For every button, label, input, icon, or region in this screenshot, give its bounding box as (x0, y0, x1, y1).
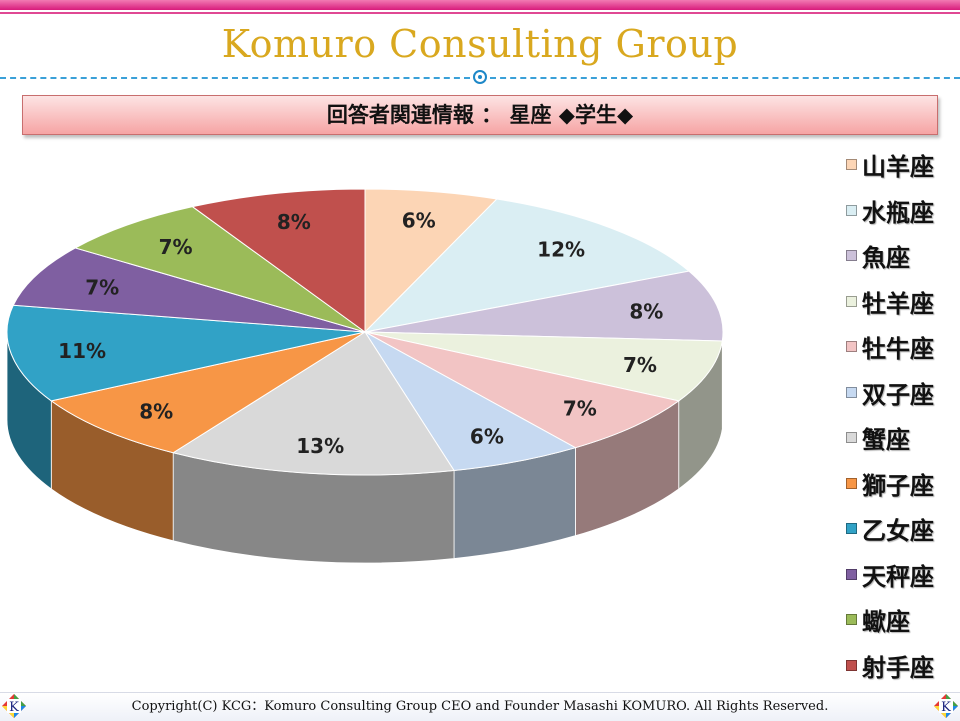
footer: Copyright(C) KCG：Komuro Consulting Group… (0, 692, 960, 721)
legend-label: 牡牛座 (862, 335, 934, 364)
pie-slice-3 (364, 270, 724, 342)
legend-swatch (846, 477, 857, 489)
pie-slice-5 (364, 331, 680, 449)
pie-label-8: 8% (139, 399, 173, 423)
legend-swatch (846, 204, 857, 216)
pie-label-2: 12% (537, 238, 585, 262)
kcg-logo-icon-left: K (2, 694, 26, 718)
pie-chart: 6% 12% 8% 7% 7% 6% 13% 8% 11% 7% 7% 8% (6, 188, 724, 564)
pie-slice-11 (74, 206, 366, 333)
legend-swatch (846, 659, 857, 671)
legend-swatch (846, 250, 857, 262)
legend-swatch (846, 432, 857, 444)
legend-item: 双子座 (846, 370, 960, 416)
pie-label-7: 13% (296, 434, 344, 458)
legend-swatch (846, 159, 857, 171)
pie-slice-7 (171, 331, 455, 476)
legend-item: 水瓶座 (846, 188, 960, 234)
legend-item: 山羊座 (846, 142, 960, 188)
legend-label: 獅子座 (862, 471, 934, 500)
pie-label-11: 7% (159, 235, 193, 259)
legend-label: 蠍座 (862, 608, 910, 637)
legend-item: 獅子座 (846, 461, 960, 507)
legend-item: 魚座 (846, 233, 960, 279)
kcg-logo-letter-right: K (941, 700, 951, 715)
kcg-logo-letter-left: K (9, 700, 19, 715)
legend-label: 乙女座 (862, 517, 934, 546)
legend-item: 射手座 (846, 643, 960, 689)
legend-swatch (846, 568, 857, 580)
top-accent-bar (0, 0, 960, 10)
legend-label: 水瓶座 (862, 198, 934, 227)
legend-label: 蟹座 (862, 426, 910, 455)
pie-label-4: 7% (623, 353, 657, 377)
slide-heading-box: 回答者関連情報 ： 星座 ◆学生◆ (22, 95, 938, 135)
legend-item: 天秤座 (846, 552, 960, 598)
pie-sides (6, 331, 724, 564)
title-divider-left (0, 77, 470, 79)
legend-item: 蟹座 (846, 415, 960, 461)
legend-label: 牡羊座 (862, 289, 934, 318)
legend-label: 射手座 (862, 653, 934, 682)
legend-swatch (846, 295, 857, 307)
legend-swatch (846, 341, 857, 353)
footer-copyright: Copyright(C) KCG：Komuro Consulting Group… (131, 699, 829, 714)
legend-item: 牡牛座 (846, 324, 960, 370)
pie-label-9: 11% (58, 339, 106, 363)
legend-swatch (846, 523, 857, 535)
legend-swatch (846, 386, 857, 398)
pie-slice-6 (364, 331, 577, 472)
divider-ornament-icon (473, 70, 487, 84)
slide-heading: 回答者関連情報 ： 星座 ◆学生◆ (326, 103, 634, 127)
pie-slices (6, 188, 724, 476)
pie-label-10: 7% (85, 276, 119, 300)
pie-slice-12 (191, 188, 366, 333)
legend-label: 天秤座 (862, 562, 934, 591)
pie-data-labels: 6% 12% 8% 7% 7% 6% 13% 8% 11% 7% 7% 8% (58, 209, 663, 458)
legend-swatch (846, 614, 857, 626)
title-divider-right (490, 77, 960, 79)
pie-label-12: 8% (277, 210, 311, 234)
pie-slice-4 (364, 331, 723, 402)
pie-label-6: 6% (470, 425, 504, 449)
legend-item: 牡羊座 (846, 279, 960, 325)
top-accent-line (0, 12, 960, 14)
pie-slice-10 (12, 247, 366, 333)
pie-label-3: 8% (629, 300, 663, 324)
legend-label: 双子座 (862, 380, 934, 409)
brand-title: Komuro Consulting Group (221, 22, 739, 66)
pie-label-5: 7% (563, 397, 597, 421)
pie-slice-1 (364, 188, 498, 334)
legend-label: 魚座 (862, 244, 910, 273)
legend-item: 蠍座 (846, 597, 960, 643)
pie-label-1: 6% (402, 209, 436, 233)
pie-slice-2 (363, 198, 691, 333)
pie-slice-9 (6, 304, 366, 402)
legend-item: 乙女座 (846, 506, 960, 552)
kcg-logo-icon-right: K (934, 694, 958, 718)
pie-slice-8 (50, 331, 366, 454)
chart-legend: 山羊座水瓶座魚座牡羊座牡牛座双子座蟹座獅子座乙女座天秤座蠍座射手座 (846, 142, 960, 688)
legend-label: 山羊座 (862, 153, 934, 182)
